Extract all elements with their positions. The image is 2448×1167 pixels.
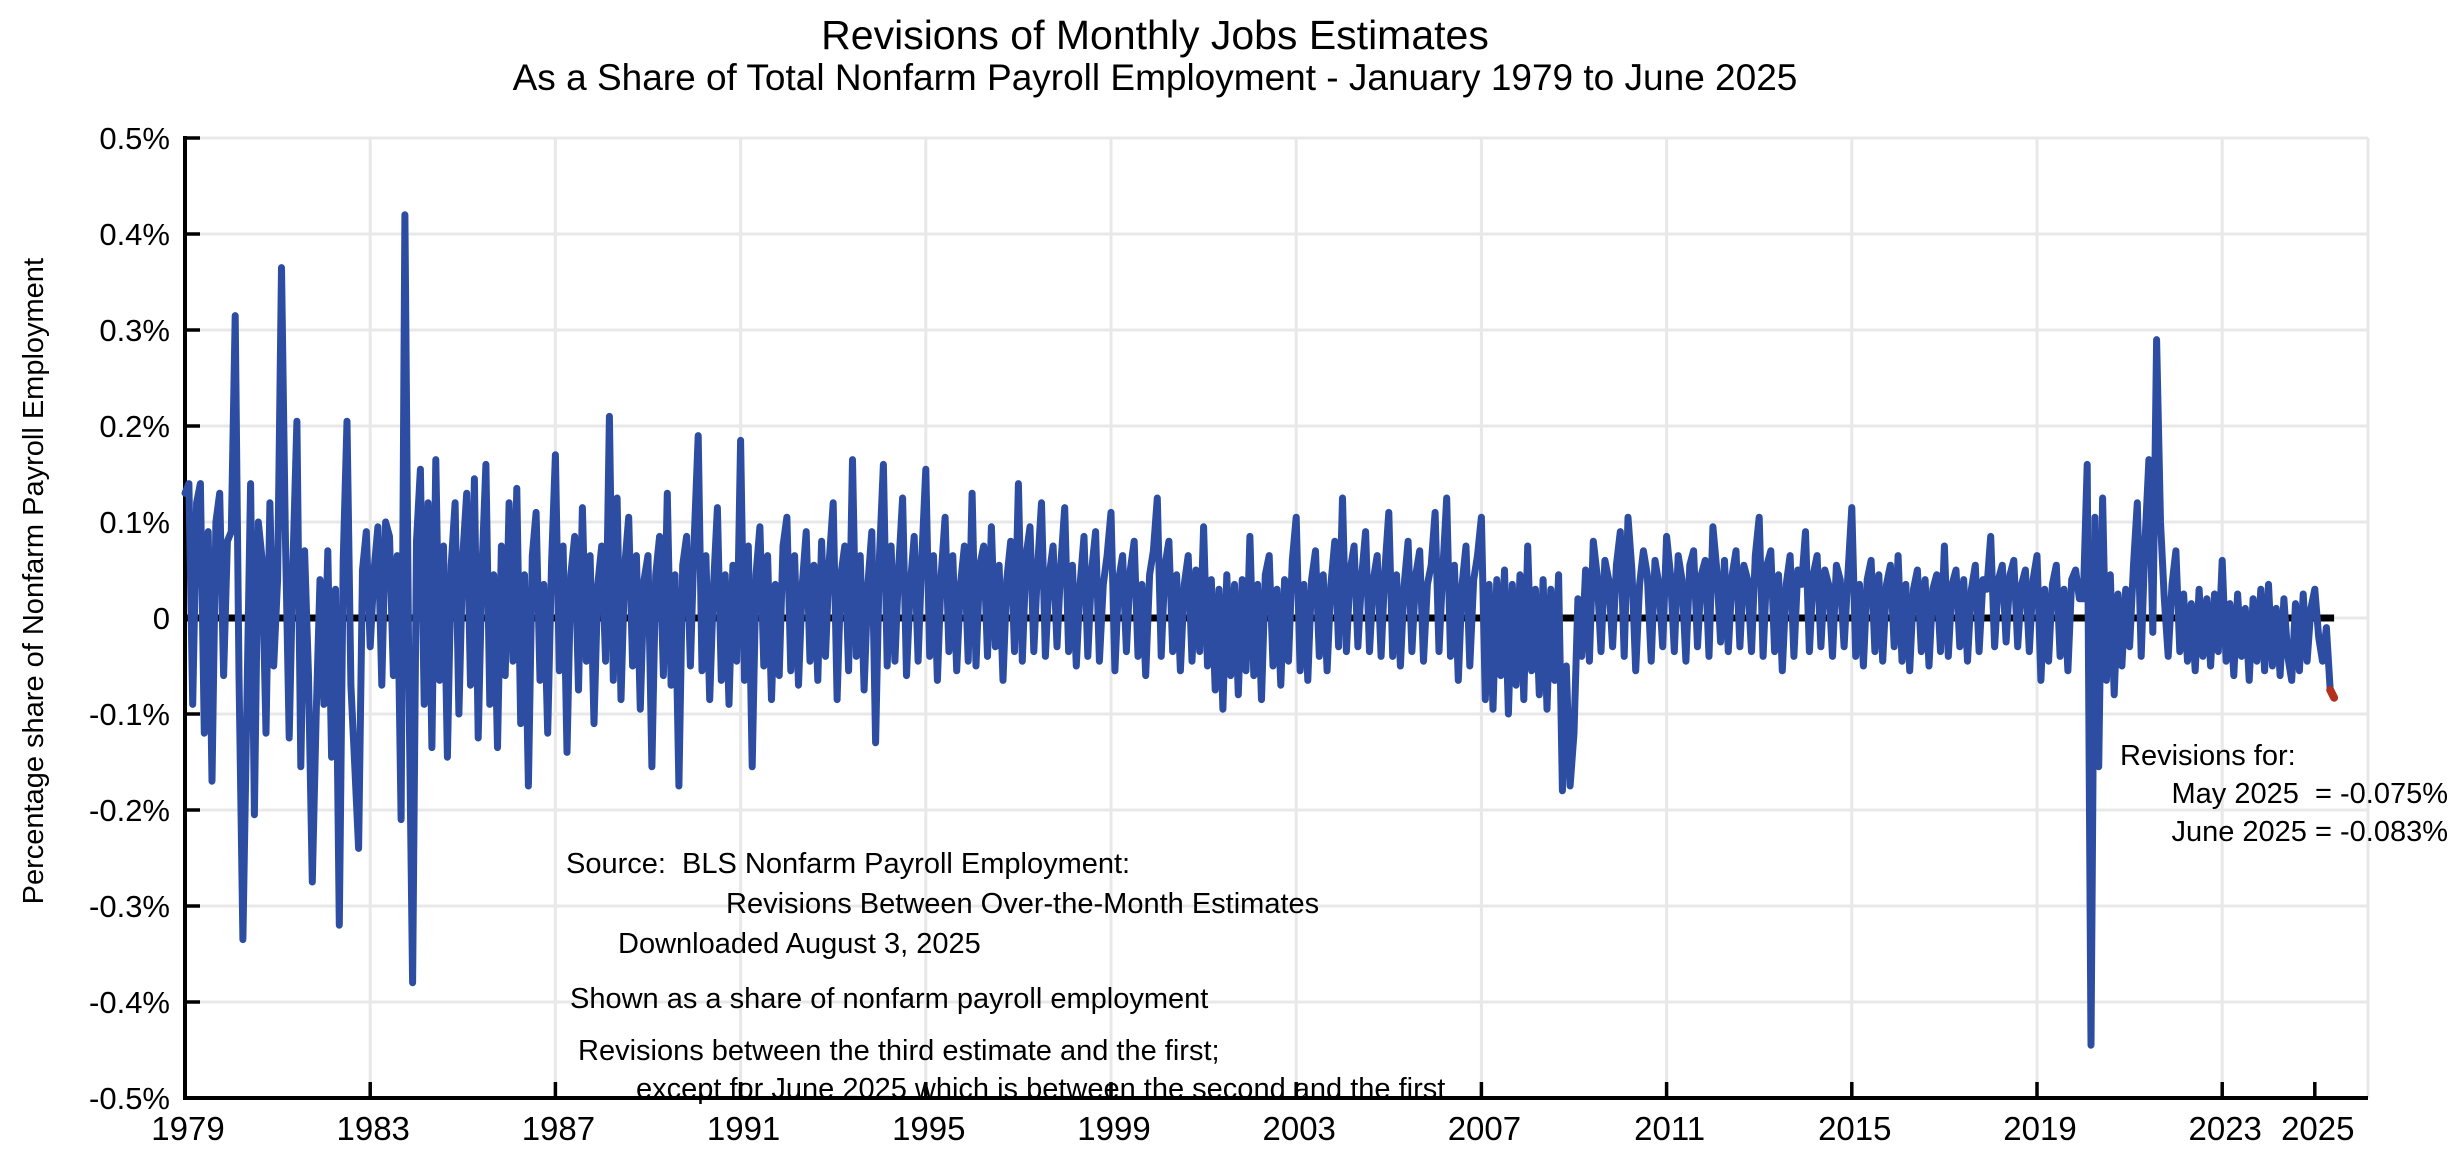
y-tick-label: 0.2%: [99, 409, 170, 444]
page-title: Revisions of Monthly Jobs Estimates: [821, 12, 1489, 58]
y-tick-label: 0.5%: [99, 121, 170, 156]
x-tick-label: 2007: [1448, 1110, 1521, 1147]
x-tick-label: 2015: [1818, 1110, 1891, 1147]
june-2025-red-segment: [2326, 686, 2339, 702]
y-tick-label: 0.4%: [99, 217, 170, 252]
y-tick-label: -0.5%: [89, 1081, 170, 1116]
x-tick-label: 2025: [2281, 1110, 2354, 1147]
y-axis-title: Percentage share of Nonfarm Payroll Empl…: [8, 0, 60, 1162]
x-tick-label: 1999: [1077, 1110, 1150, 1147]
y-tick-label: -0.3%: [89, 889, 170, 924]
tick-labels: 0.5% 0.4% 0.3% 0.2% 0.1% 0 -0.1% -0.2% -0.3% -0.4…: [89, 121, 2354, 1147]
revisions-callout-june: June 2025 = -0.083%: [2171, 816, 2448, 848]
revisions-callout: Revisions for: May 2025 = -0.075% June 2…: [2120, 737, 2448, 851]
source-line: Source: BLS Nonfarm Payroll Employment:: [566, 848, 1131, 880]
y-tick-label: -0.4%: [89, 985, 170, 1020]
x-tick-label: 2003: [1262, 1110, 1335, 1147]
source-line: Revisions Between Over-the-Month Estimat…: [726, 888, 1320, 920]
y-tick-label: 0.1%: [99, 505, 170, 540]
x-tick-label: 1991: [707, 1110, 780, 1147]
y-axis-title-text: Percentage share of Nonfarm Payroll Empl…: [17, 257, 50, 905]
y-tick-label: 0.3%: [99, 313, 170, 348]
y-tick-label: -0.1%: [89, 697, 170, 732]
y-tick-label: 0: [153, 601, 170, 636]
chart-subtitle: As a Share of Total Nonfarm Payroll Empl…: [512, 57, 1798, 98]
x-tick-label: 1995: [892, 1110, 965, 1147]
source-note: Source: BLS Nonfarm Payroll Employment: …: [566, 846, 1445, 1107]
revisions-callout-may: May 2025 = -0.075%: [2171, 778, 2448, 810]
source-line: Shown as a share of nonfarm payroll empl…: [570, 983, 1209, 1015]
revisions-callout-heading: Revisions for:: [2120, 740, 2296, 772]
revisions-series-line: [181, 211, 2334, 1049]
x-tick-label: 2011: [1634, 1110, 1705, 1147]
y-tick-label: -0.2%: [89, 793, 170, 828]
x-tick-label: 1979: [151, 1110, 224, 1147]
x-tick-label: 1983: [336, 1110, 409, 1147]
source-line: Downloaded August 3, 2025: [618, 928, 981, 960]
x-tick-label: 2023: [2188, 1110, 2261, 1147]
source-line: except for June 2025 which is between th…: [636, 1073, 1446, 1105]
x-tick-label: 2019: [2003, 1110, 2076, 1147]
source-line: Revisions between the third estimate and…: [578, 1035, 1220, 1067]
x-tick-label: 1987: [522, 1110, 595, 1147]
